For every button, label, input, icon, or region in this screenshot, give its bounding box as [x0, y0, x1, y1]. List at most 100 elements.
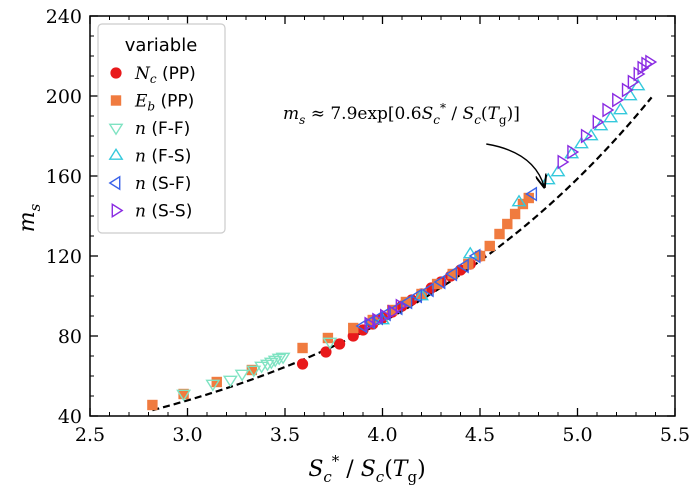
- data-point: [259, 359, 275, 372]
- data-point: [176, 389, 192, 402]
- data-point: [372, 312, 385, 328]
- data-point: [205, 379, 221, 392]
- annotation-arrow: [486, 143, 544, 187]
- data-point: [525, 186, 538, 202]
- legend-label: Eb (PP): [134, 92, 194, 114]
- legend-label: n (S-F): [135, 174, 191, 194]
- data-point: [178, 388, 189, 400]
- legend-marker: [111, 203, 124, 218]
- data-point: [400, 296, 412, 308]
- y-tick-label: 80: [58, 326, 82, 348]
- data-point: [557, 154, 570, 170]
- y-tick-label: 40: [58, 406, 82, 428]
- data-point: [511, 194, 527, 207]
- legend-title: variable: [125, 35, 198, 56]
- data-point: [633, 66, 646, 82]
- data-point: [297, 342, 308, 354]
- data-point: [378, 306, 391, 322]
- data-point: [484, 240, 495, 252]
- data-point: [445, 266, 458, 282]
- legend-entry: n (S-S): [111, 202, 192, 222]
- legend-entry: n (F-S): [108, 147, 191, 167]
- data-point: [387, 304, 400, 320]
- data-point: [267, 355, 283, 368]
- data-point: [211, 376, 222, 388]
- x-tick-label: 4.5: [465, 424, 495, 446]
- data-point: [592, 114, 605, 130]
- legend-entry: n (S-F): [108, 174, 191, 194]
- x-tick-labels: 2.5 3.0 3.5 4.0 4.5 5.0 5.5: [75, 424, 690, 446]
- data-point: [627, 74, 640, 90]
- y-tick-labels: 40 80 120 160 200 240: [46, 6, 82, 428]
- data-point: [462, 246, 478, 259]
- series-2: [176, 337, 338, 402]
- legend-label: n (F-S): [135, 147, 191, 167]
- legend-marker: [110, 95, 122, 106]
- y-tick-label: 120: [46, 246, 82, 268]
- data-point: [612, 102, 628, 115]
- data-point: [246, 364, 258, 376]
- y-tick-label: 240: [46, 6, 82, 28]
- series-4: [355, 186, 538, 334]
- legend-marker: [108, 175, 121, 191]
- series-5: [364, 54, 658, 332]
- fit-annotation: ms ≈ 7.9exp[0.6Sc* / Sc(Tg)]: [283, 101, 544, 187]
- data-point: [468, 248, 481, 264]
- data-point: [567, 144, 580, 160]
- legend-entry: n (F-F): [108, 119, 190, 139]
- legend-label: n (S-S): [135, 202, 192, 222]
- data-point: [603, 110, 619, 123]
- data-point: [509, 208, 521, 220]
- data-point: [322, 337, 338, 350]
- data-point: [296, 358, 309, 370]
- data-point: [246, 365, 262, 378]
- data-point: [621, 82, 634, 98]
- x-tick-label: 4.0: [367, 424, 397, 446]
- data-point: [395, 298, 408, 314]
- data-point: [637, 60, 650, 76]
- data-point: [222, 375, 238, 388]
- data-point: [447, 268, 458, 280]
- data-point: [580, 128, 593, 144]
- data-point: [320, 346, 332, 358]
- data-point: [622, 88, 638, 101]
- data-point: [271, 353, 287, 366]
- y-tick-label: 160: [46, 166, 82, 188]
- legend-label: n (F-F): [135, 119, 190, 139]
- data-point: [523, 192, 534, 204]
- data-point: [410, 288, 423, 304]
- x-tick-label: 5.5: [660, 424, 690, 446]
- data-point: [645, 54, 658, 70]
- x-tick-label: 3.0: [172, 424, 202, 446]
- y-tick-label: 200: [46, 86, 82, 108]
- data-point: [147, 399, 158, 411]
- data-point: [334, 338, 346, 350]
- data-point: [355, 318, 368, 334]
- data-point: [363, 314, 376, 330]
- data-point: [263, 357, 279, 370]
- legend-label: Nc (PP): [134, 64, 196, 86]
- y-axis-label: ms: [15, 203, 44, 232]
- data-point: [387, 304, 398, 316]
- data-point: [400, 294, 413, 310]
- x-axis-label: Sc* / Sc(Tg): [308, 452, 425, 486]
- legend-entry: Nc (PP): [110, 64, 196, 86]
- data-point: [371, 310, 384, 326]
- data-point: [234, 369, 250, 382]
- data-point: [517, 198, 529, 210]
- legend-marker: [108, 147, 124, 160]
- data-point: [275, 352, 291, 365]
- data-point: [348, 322, 359, 334]
- legend-marker: [108, 123, 124, 136]
- data-point: [254, 361, 270, 374]
- x-tick-label: 5.0: [562, 424, 592, 446]
- data-point: [347, 330, 359, 342]
- data-point: [494, 228, 505, 240]
- data-point: [433, 274, 446, 290]
- legend: variable Nc (PP) Eb (PP) n (F-F) n (F-S) n (…: [97, 23, 226, 234]
- legend-box: [97, 23, 226, 234]
- data-point: [421, 282, 434, 298]
- data-point: [612, 92, 625, 108]
- data-point: [364, 316, 377, 332]
